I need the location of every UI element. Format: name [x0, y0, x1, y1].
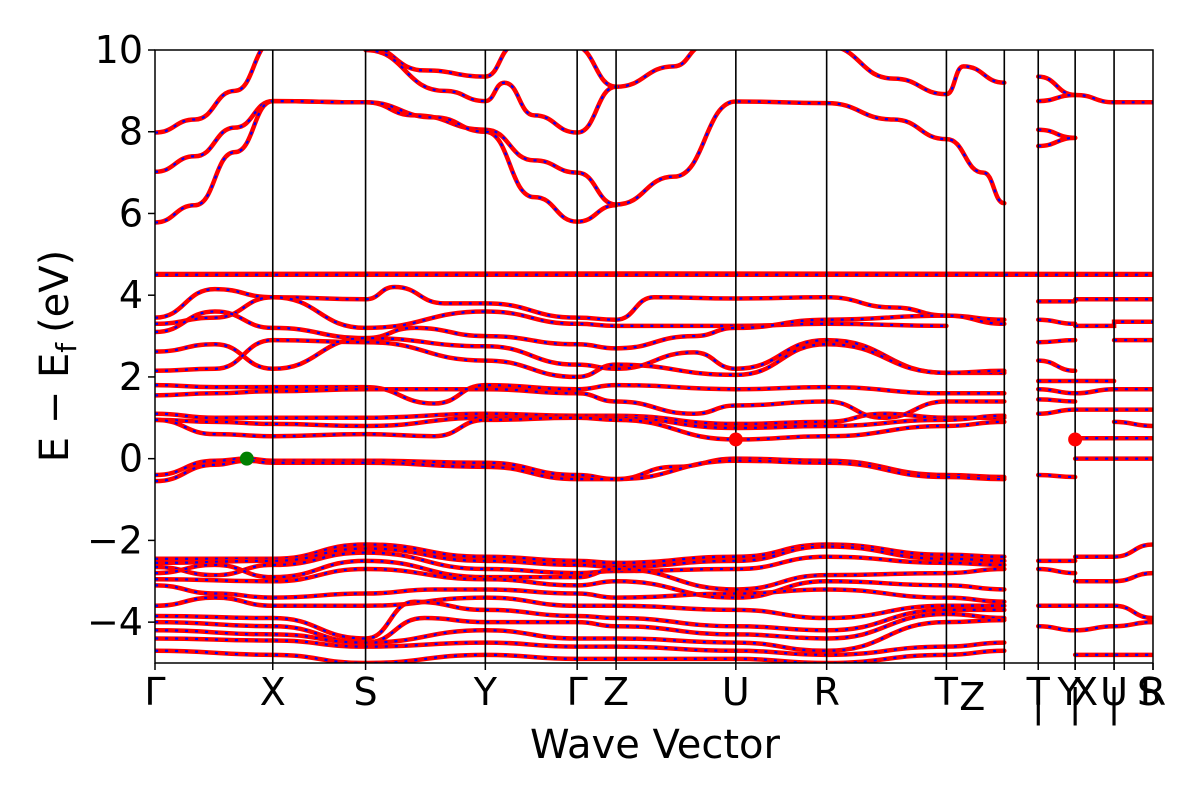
y-tick-label: 8 [119, 110, 143, 154]
bands-layer [155, 50, 1153, 663]
extremum-marker [1068, 432, 1083, 447]
band-spin-down [380, 50, 509, 78]
band-spin-down [155, 596, 1005, 620]
band-spin-down [582, 50, 617, 88]
x-tick-label: U [1100, 670, 1128, 714]
band-spin-down [365, 50, 696, 134]
band-spin-up [1035, 397, 1078, 404]
band-spin-up [155, 284, 1007, 322]
x-tick-label: Y [1057, 670, 1082, 714]
band-spin-up [155, 583, 1007, 604]
band-spin-down [155, 339, 1005, 379]
plot-frame [154, 49, 1154, 664]
band-spin-up [155, 415, 1007, 442]
x-tick-label: S [1137, 670, 1161, 714]
x-tick-label: T [1026, 670, 1051, 714]
band-spin-up [1035, 358, 1078, 374]
y-axis-label-subscript: f [50, 342, 83, 353]
band-spin-up [1035, 92, 1078, 104]
band-spin-down [155, 567, 1005, 599]
kpoint-lines [271, 50, 1115, 663]
y-axis: −4 −2 0 2 4 6 8 10 [87, 28, 155, 644]
band-spin-up [1035, 407, 1078, 416]
y-tick-label: 2 [119, 355, 143, 399]
band-spin-down [1075, 543, 1153, 558]
x-tick-label: U [722, 670, 750, 714]
band-spin-down [155, 285, 1005, 321]
band-spin-up [838, 50, 1007, 97]
y-tick-label: 4 [119, 273, 143, 317]
band-spin-up [155, 294, 949, 331]
band-spin-up [155, 617, 1007, 653]
band-spin-down [1075, 621, 1153, 632]
band-spin-up [1035, 135, 1078, 149]
band-spin-down [1075, 571, 1153, 583]
band-spin-up [1035, 317, 1078, 327]
band-spin-up [1035, 386, 1078, 396]
x-tick-label: X [260, 670, 286, 714]
x-tick-label: S [354, 670, 378, 714]
y-axis-label-main: E − E [32, 353, 78, 463]
band-spin-down [155, 384, 1005, 405]
band-spin-down [155, 649, 1005, 663]
extrema-markers [239, 432, 1083, 466]
extremum-marker [728, 432, 743, 447]
x-tick-label: R [813, 670, 839, 714]
band-spin-up [1035, 623, 1078, 633]
band-spin-down [155, 337, 1005, 374]
band-spin-down [155, 459, 1005, 483]
y-tick-label: 6 [119, 191, 143, 235]
band-spin-down [1075, 604, 1153, 620]
band-spin-down [155, 99, 617, 224]
x-tick-label: T [934, 670, 959, 714]
band-spin-up [1035, 566, 1078, 576]
band-spin-up [1035, 472, 1078, 480]
x-tick-label: | [1032, 681, 1045, 726]
y-axis-label-unit: (eV) [32, 250, 78, 333]
x-tick-label: | [1108, 681, 1121, 726]
band-spin-down [1075, 388, 1153, 395]
x-tick-label: X [1072, 670, 1098, 714]
band-spin-up [1111, 419, 1153, 429]
band-spin-down [1038, 75, 1153, 104]
band-spin-down [155, 637, 1005, 656]
band-spin-down [155, 545, 1005, 569]
band-spin-down [155, 50, 263, 134]
x-axis: Γ X S Y Γ Z U R T Z |T Y|X U| SR [144, 663, 1166, 726]
y-tick-label: 0 [119, 437, 143, 481]
x-axis-label: Wave Vector [530, 722, 781, 768]
band-spin-down [155, 543, 1005, 564]
band-spin-up [155, 98, 1007, 207]
band-spin-up [1035, 337, 1078, 345]
extremum-marker [239, 451, 254, 466]
y-tick-label: 10 [95, 28, 143, 72]
band-spin-down [155, 310, 1005, 350]
x-tick-label: Γ [567, 670, 588, 714]
x-tick-label: Γ [144, 670, 165, 714]
x-tick-label: Y [473, 670, 498, 714]
x-tick-label: Z [959, 675, 985, 719]
y-axis-label: E − Ef (eV) [32, 250, 83, 463]
x-tick-label: Z [603, 670, 629, 714]
y-tick-label: −4 [87, 600, 143, 644]
band-spin-up [363, 50, 698, 135]
x-tick-label: R [1140, 670, 1166, 714]
x-tick-label: | [1069, 681, 1082, 726]
y-tick-label: −2 [87, 518, 143, 562]
band-spin-down [155, 584, 1005, 603]
